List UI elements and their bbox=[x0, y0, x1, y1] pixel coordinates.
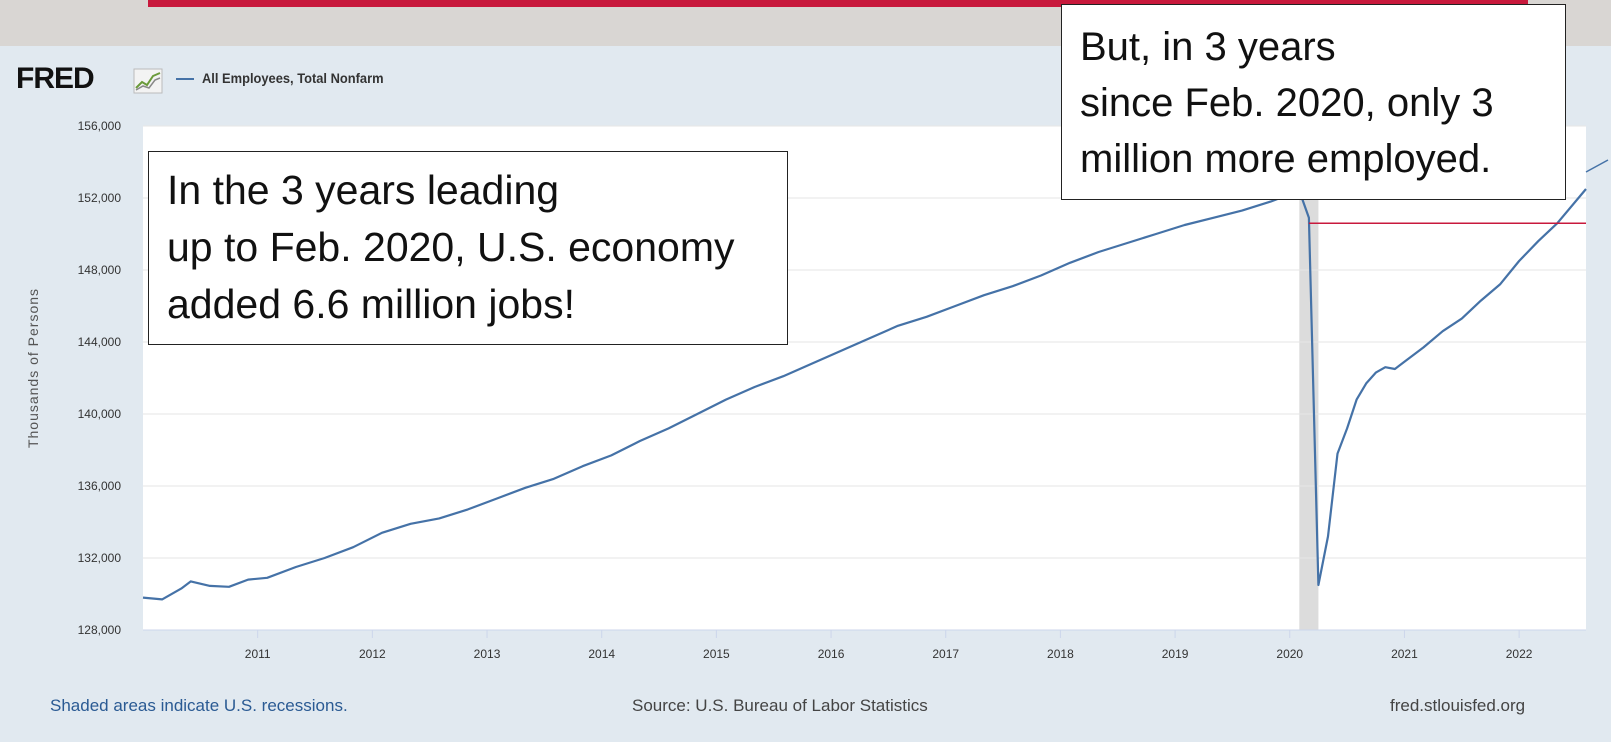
y-tick-label: 136,000 bbox=[78, 479, 122, 493]
callout-post-pandemic: But, in 3 years since Feb. 2020, only 3 … bbox=[1061, 4, 1566, 200]
legend-series-label: All Employees, Total Nonfarm bbox=[202, 70, 384, 86]
recession-note-link[interactable]: Shaded areas indicate U.S. recessions. bbox=[50, 696, 348, 715]
callout-pre-pandemic: In the 3 years leading up to Feb. 2020, … bbox=[148, 151, 788, 345]
callout-right-line-1: But, in 3 years bbox=[1080, 25, 1336, 69]
y-tick-label: 148,000 bbox=[78, 263, 122, 277]
x-tick-label: 2022 bbox=[1506, 647, 1533, 661]
x-tick-label: 2015 bbox=[703, 647, 730, 661]
y-axis-label: Thousands of Persons bbox=[25, 288, 41, 448]
site-url[interactable]: fred.stlouisfed.org bbox=[1390, 696, 1526, 715]
y-tick-label: 144,000 bbox=[78, 335, 122, 349]
y-tick-label: 132,000 bbox=[78, 551, 122, 565]
fred-logo[interactable]: FRED bbox=[16, 62, 95, 95]
x-tick-label: 2016 bbox=[818, 647, 845, 661]
callout-left-line-3: added 6.6 million jobs! bbox=[167, 281, 575, 327]
callout-right-line-3: million more employed. bbox=[1080, 137, 1492, 181]
y-tick-label: 128,000 bbox=[78, 623, 122, 637]
line-chart-icon bbox=[133, 68, 163, 94]
callout-left-line-2: up to Feb. 2020, U.S. economy bbox=[167, 224, 735, 270]
y-tick-label: 140,000 bbox=[78, 407, 122, 421]
y-tick-label: 156,000 bbox=[78, 119, 122, 133]
source-note: Source: U.S. Bureau of Labor Statistics bbox=[632, 696, 928, 715]
x-tick-label: 2011 bbox=[245, 647, 271, 661]
x-tick-label: 2021 bbox=[1391, 647, 1418, 661]
top-accent-bar bbox=[148, 0, 1528, 7]
callout-right-line-2: since Feb. 2020, only 3 bbox=[1080, 81, 1494, 125]
x-tick-label: 2014 bbox=[588, 647, 615, 661]
x-tick-label: 2018 bbox=[1047, 647, 1074, 661]
legend-swatch bbox=[176, 78, 194, 80]
x-tick-label: 2013 bbox=[474, 647, 501, 661]
y-tick-label: 152,000 bbox=[78, 191, 122, 205]
recession-shade bbox=[1299, 126, 1319, 630]
callout-pointer bbox=[1585, 159, 1609, 173]
x-tick-label: 2012 bbox=[359, 647, 386, 661]
x-tick-label: 2017 bbox=[932, 647, 959, 661]
x-tick-label: 2020 bbox=[1276, 647, 1303, 661]
series-line-all-employees bbox=[142, 188, 1587, 601]
callout-left-line-1: In the 3 years leading bbox=[167, 167, 560, 213]
x-tick-label: 2019 bbox=[1162, 647, 1189, 661]
